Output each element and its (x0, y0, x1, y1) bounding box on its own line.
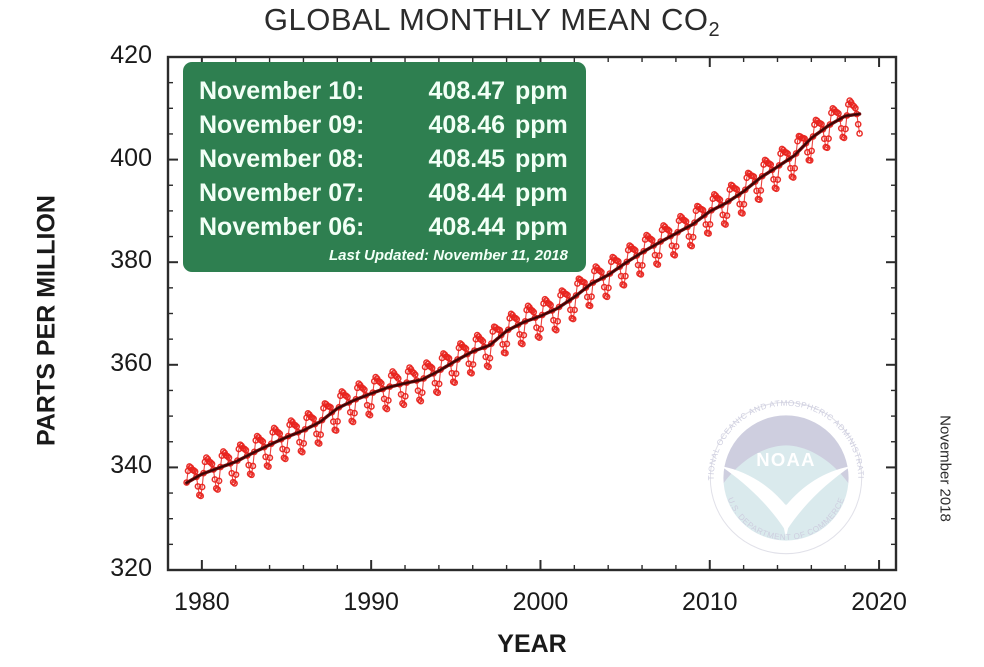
co2-readout-date: November 06: (199, 213, 365, 241)
co2-readout-value: 408.45 (428, 145, 505, 173)
last-updated-text: Last Updated: November 11, 2018 (329, 247, 568, 264)
co2-readout-date: November 10: (199, 77, 365, 105)
figure-date-note: November 2018 (936, 415, 954, 522)
co2-readout-unit: ppm (515, 179, 568, 207)
co2-readout-value: 408.44 (428, 179, 505, 207)
x-tick-label: 2010 (681, 588, 738, 616)
x-tick-label: 2020 (851, 588, 907, 616)
x-axis-label: YEAR (497, 630, 567, 658)
y-tick-label: 320 (110, 554, 152, 582)
co2-readout-value: 408.46 (428, 111, 505, 139)
co2-readout-unit: ppm (515, 145, 568, 173)
y-tick-label: 380 (110, 246, 152, 275)
co2-readout-date: November 07: (199, 179, 365, 207)
trend-line-core (185, 113, 861, 484)
chart-title: GLOBAL MONTHLY MEAN CO2 (0, 2, 984, 42)
x-tick-label: 1980 (174, 588, 230, 616)
x-tick-label: 1990 (343, 588, 399, 616)
y-tick-label: 420 (110, 41, 152, 69)
monthly-mean-markers (183, 97, 863, 500)
co2-readout-unit: ppm (515, 77, 568, 105)
chart-title-subscript: 2 (708, 19, 721, 41)
co2-readout-value: 408.47 (428, 77, 505, 105)
co2-readout-row: November 06: 408.44 ppm (199, 210, 570, 244)
co2-readout-date: November 09: (199, 111, 365, 139)
co2-readout-panel: November 10: 408.47 ppm November 09: 408.46 p… (183, 62, 586, 272)
co2-readout-value: 408.44 (428, 213, 505, 241)
y-tick-label: 400 (110, 143, 152, 172)
co2-readout-row: November 07: 408.44 ppm (199, 176, 570, 210)
chart-title-text: GLOBAL MONTHLY MEAN CO (263, 2, 709, 37)
co2-readout-rows: November 10: 408.47 ppm November 09: 408.46 p… (199, 74, 570, 244)
x-tick-label: 2000 (512, 588, 569, 616)
co2-readout-unit: ppm (515, 111, 568, 139)
y-tick-label: 360 (110, 348, 152, 377)
y-tick-label: 340 (110, 451, 152, 480)
co2-readout-row: November 08: 408.45 ppm (199, 142, 570, 176)
co2-readout-date: November 08: (199, 145, 365, 173)
co2-readout-row: November 10: 408.47 ppm (199, 74, 570, 108)
co2-readout-row: November 09: 408.46 ppm (199, 108, 570, 142)
co2-readout-unit: ppm (515, 213, 568, 241)
